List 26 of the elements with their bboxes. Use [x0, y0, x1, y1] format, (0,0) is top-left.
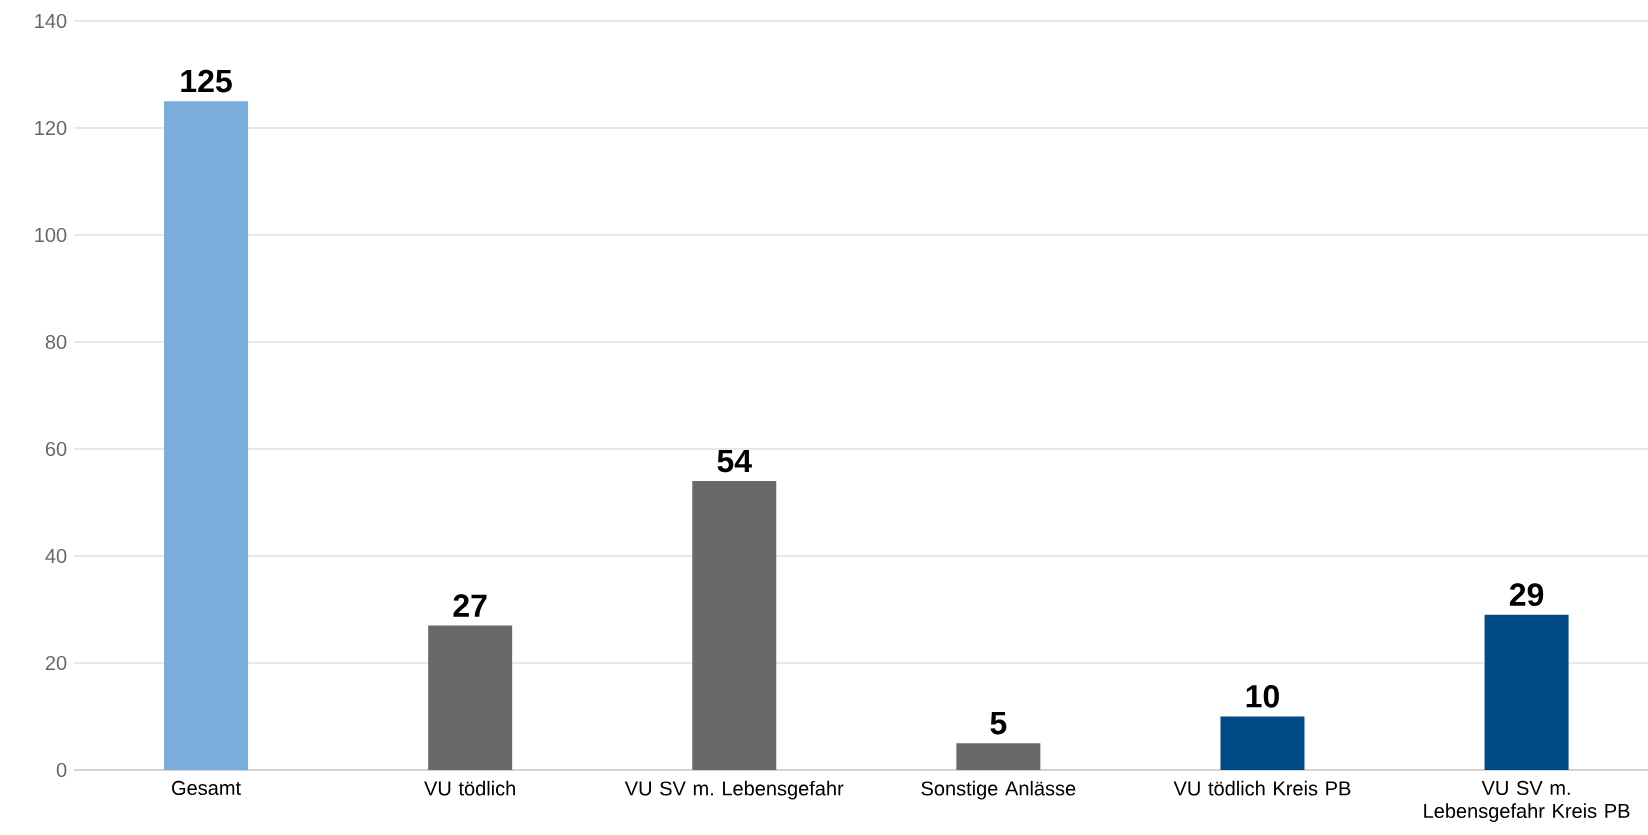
bar	[956, 743, 1041, 770]
y-tick-label: 20	[45, 655, 67, 671]
bar	[428, 625, 513, 770]
y-tick-label: 100	[35, 227, 67, 243]
data-label: 54	[717, 449, 752, 473]
y-tick-label: 120	[35, 120, 67, 136]
x-tick-label: Gesamt	[172, 780, 241, 796]
bar	[1220, 716, 1305, 770]
x-tick-label: VU SV m. Lebensgefahr Kreis PB	[1424, 780, 1630, 822]
x-tick-label: VU tödlich Kreis PB	[1173, 780, 1351, 796]
bar	[164, 101, 249, 770]
data-label: 125	[181, 69, 232, 93]
y-tick-label: 0	[56, 762, 67, 778]
data-label: 5	[990, 712, 1007, 735]
data-label: 10	[1246, 684, 1279, 708]
y-tick-label: 40	[45, 548, 67, 564]
x-tick-label: VU tödlich	[424, 780, 515, 796]
bar	[692, 481, 777, 770]
x-tick-label: VU SV m. Lebensgefahr	[624, 780, 844, 800]
y-tick-label: 60	[45, 441, 67, 457]
bar	[1484, 614, 1569, 770]
data-label: 29	[1509, 583, 1544, 606]
y-tick-label: 80	[45, 334, 67, 350]
data-label: 27	[453, 594, 487, 617]
x-tick-label: Sonstige Anlässe	[921, 780, 1076, 800]
y-tick-label: 140	[35, 13, 67, 29]
